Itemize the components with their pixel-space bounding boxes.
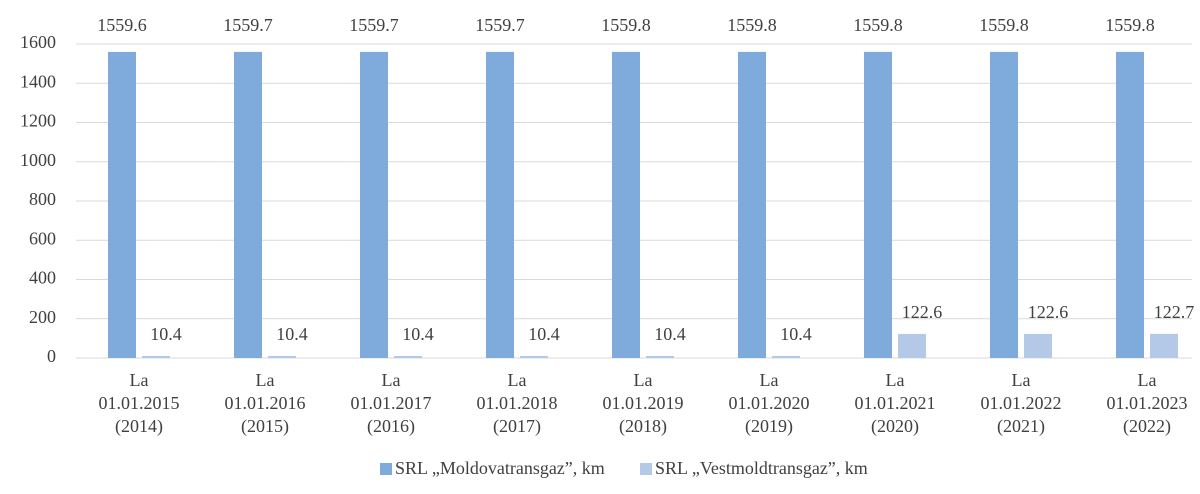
x-tick-label: 01.01.2023	[1107, 393, 1188, 413]
x-tick-label: La	[130, 370, 149, 390]
x-tick-label: (2020)	[871, 416, 919, 437]
x-tick-label: (2015)	[241, 416, 289, 437]
y-tick-label: 1400	[20, 71, 56, 91]
y-tick-label: 0	[47, 346, 56, 366]
bar	[234, 51, 262, 358]
bar	[1116, 51, 1144, 358]
x-tick-label: (2017)	[493, 416, 541, 437]
y-tick-label: 400	[29, 268, 56, 288]
y-tick-label: 1000	[20, 150, 56, 170]
value-label: 10.4	[780, 324, 812, 344]
value-label: 10.4	[150, 324, 182, 344]
x-tick-label: 01.01.2020	[729, 393, 810, 413]
value-label: 1559.7	[475, 15, 525, 35]
x-tick-label: La	[886, 370, 905, 390]
x-tick-label: La	[1138, 370, 1157, 390]
value-label: 10.4	[528, 324, 560, 344]
value-label: 122.7	[1154, 302, 1195, 322]
bar	[142, 355, 170, 358]
bar	[394, 355, 422, 358]
x-tick-label: (2019)	[745, 416, 793, 437]
x-tick-label: La	[760, 370, 779, 390]
y-tick-label: 1600	[20, 32, 56, 52]
x-tick-label: 01.01.2018	[477, 393, 558, 413]
x-tick-label: 01.01.2019	[603, 393, 684, 413]
x-tick-label: (2014)	[115, 416, 163, 437]
x-tick-label: 01.01.2016	[225, 393, 306, 413]
bar	[612, 51, 640, 358]
value-label: 122.6	[902, 302, 943, 322]
bar	[1150, 333, 1178, 358]
x-tick-label: (2022)	[1123, 416, 1171, 437]
x-tick-label: 01.01.2017	[351, 393, 432, 413]
bar	[990, 51, 1018, 358]
value-label: 1559.6	[97, 15, 147, 35]
bar	[864, 51, 892, 358]
legend-label: SRL „Vestmoldtransgaz”, km	[655, 458, 868, 478]
value-label: 1559.8	[727, 15, 777, 35]
value-label: 1559.7	[349, 15, 399, 35]
bar	[898, 333, 926, 358]
x-tick-label: La	[382, 370, 401, 390]
x-tick-label: La	[634, 370, 653, 390]
x-tick-label: 01.01.2015	[99, 393, 180, 413]
value-label: 1559.7	[223, 15, 273, 35]
value-label: 10.4	[654, 324, 686, 344]
x-tick-label: (2018)	[619, 416, 667, 437]
value-label: 1559.8	[853, 15, 903, 35]
value-label: 1559.8	[601, 15, 651, 35]
bar	[1024, 333, 1052, 358]
x-tick-label: 01.01.2021	[855, 393, 936, 413]
bar	[486, 51, 514, 358]
bar	[738, 51, 766, 358]
legend-swatch	[640, 463, 652, 475]
y-tick-label: 600	[29, 228, 56, 248]
value-label: 10.4	[402, 324, 434, 344]
x-tick-label: La	[508, 370, 527, 390]
x-tick-label: La	[256, 370, 275, 390]
legend-swatch	[380, 463, 392, 475]
bar	[646, 355, 674, 358]
y-tick-label: 200	[29, 307, 56, 327]
x-tick-label: (2016)	[367, 416, 415, 437]
value-label: 1559.8	[1105, 15, 1155, 35]
y-tick-label: 800	[29, 189, 56, 209]
bar	[520, 355, 548, 358]
legend-label: SRL „Moldovatransgaz”, km	[395, 458, 605, 478]
x-tick-label: 01.01.2022	[981, 393, 1062, 413]
x-tick-label: La	[1012, 370, 1031, 390]
bar	[772, 355, 800, 358]
x-tick-label: (2021)	[997, 416, 1045, 437]
bar	[360, 51, 388, 358]
value-label: 122.6	[1028, 302, 1069, 322]
bar	[108, 51, 136, 359]
value-label: 1559.8	[979, 15, 1029, 35]
bar	[268, 355, 296, 358]
y-tick-label: 1200	[20, 111, 56, 131]
value-label: 10.4	[276, 324, 308, 344]
